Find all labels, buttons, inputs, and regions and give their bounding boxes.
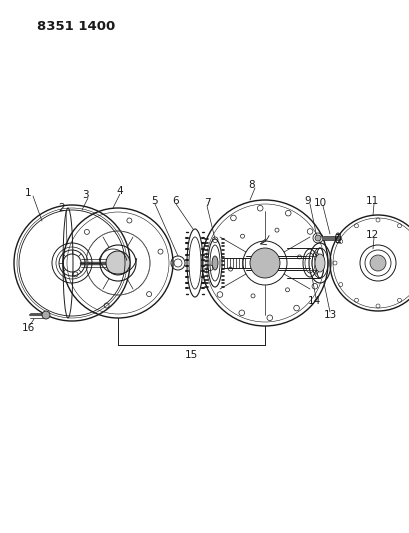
Text: 4: 4 [117,186,123,196]
Text: 6: 6 [172,196,179,206]
Text: 14: 14 [307,296,320,306]
Text: 3: 3 [81,190,88,200]
Text: 11: 11 [364,196,378,206]
Text: 1: 1 [25,188,31,198]
Text: 8: 8 [248,180,255,190]
Text: 15: 15 [184,350,197,360]
Circle shape [106,251,130,275]
Circle shape [42,311,50,319]
Text: 8351 1400: 8351 1400 [37,20,115,33]
Circle shape [369,255,385,271]
Ellipse shape [314,254,324,272]
Text: 5: 5 [151,196,158,206]
Circle shape [249,248,279,278]
Text: 7: 7 [203,198,210,208]
Text: 10: 10 [312,198,326,208]
Text: 2: 2 [58,203,65,213]
Text: 16: 16 [21,323,34,333]
Text: 13: 13 [323,310,336,320]
Text: 12: 12 [364,230,378,240]
Text: 9: 9 [304,196,310,206]
Ellipse shape [211,256,218,270]
Circle shape [314,235,320,241]
